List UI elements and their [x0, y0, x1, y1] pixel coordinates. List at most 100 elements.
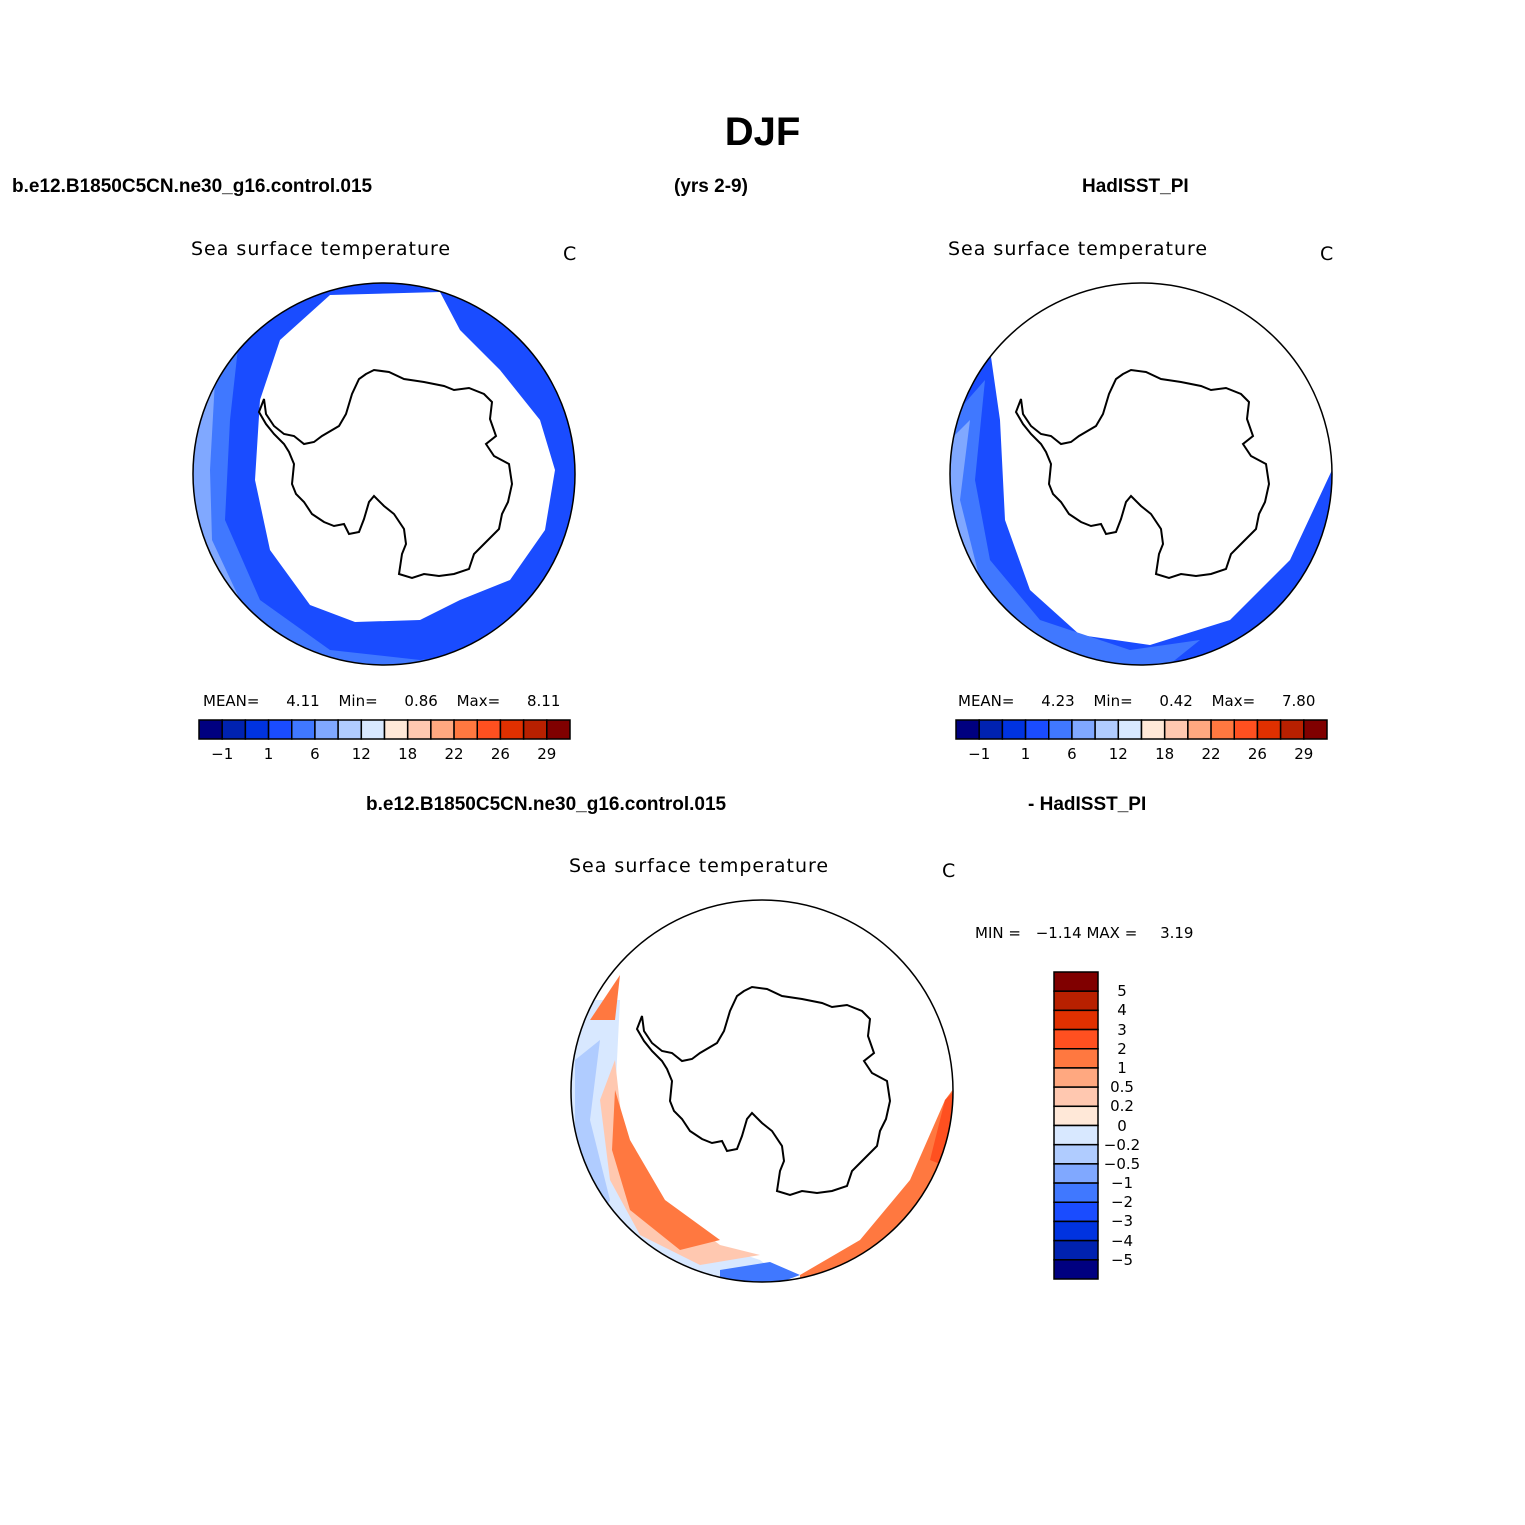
map-border	[192, 282, 576, 666]
colorbar-tick-label: 18	[398, 745, 418, 763]
colorbar-tick-label: 18	[1155, 745, 1175, 763]
colorbar-box	[1303, 719, 1328, 740]
colorbar-box	[430, 719, 455, 740]
colorbar-box	[1053, 1220, 1099, 1242]
panel3-title: Sea surface temperature	[569, 855, 830, 877]
colorbar-box	[1233, 719, 1259, 740]
panel2-colorbar	[955, 719, 1328, 740]
colorbar-box	[198, 719, 223, 740]
colorbar-tick-label: 26	[1247, 745, 1267, 763]
colorbar-box	[1210, 719, 1235, 740]
colorbar-box	[955, 719, 980, 740]
colorbar-box	[522, 719, 548, 740]
colorbar-box	[1053, 1201, 1099, 1223]
map-border	[570, 899, 954, 1283]
colorbar-tick-label: −1	[211, 745, 234, 763]
colorbar-box	[1053, 1086, 1099, 1108]
colorbar-box	[1053, 971, 1099, 992]
colorbar-box	[1053, 1028, 1099, 1050]
panel2-title: Sea surface temperature	[948, 238, 1209, 260]
panel3-colorbar	[1053, 971, 1099, 1280]
colorbar-tick-label: 0.2	[1110, 1097, 1134, 1116]
sst-field-6-12	[950, 350, 1332, 665]
colorbar-box	[1053, 1163, 1099, 1184]
min-value: −1.14	[1035, 924, 1082, 942]
colorbar-tick-label: 2	[1117, 1039, 1127, 1058]
colorbar-box	[1053, 1105, 1099, 1127]
figure-title: DJF	[724, 110, 801, 154]
colorbar-tick-label: −5	[1110, 1250, 1134, 1269]
bottom-left-case: b.e12.B1850C5CN.ne30_g16.control.015	[366, 794, 727, 815]
colorbar-tick-label: 3	[1117, 1020, 1127, 1039]
panel1-title: Sea surface temperature	[191, 238, 452, 260]
colorbar-box	[1001, 719, 1027, 740]
colorbar-box	[1053, 1182, 1099, 1203]
colorbar-tick-label: 29	[537, 745, 557, 763]
mean-value: 4.23	[1041, 692, 1075, 710]
colorbar-tick-label: 29	[1294, 745, 1314, 763]
antarctica-coastline	[1015, 369, 1270, 579]
colorbar-box	[1163, 719, 1189, 740]
panel1-units: C	[563, 243, 577, 265]
colorbar-box	[1094, 719, 1120, 740]
diff-field-pos-1	[612, 1090, 720, 1250]
diff-field-pos-1-east	[800, 1080, 953, 1282]
diff-field-neg-0.5	[575, 1040, 610, 1220]
diff-field-neg-1	[720, 1262, 800, 1282]
colorbar-box	[1053, 1067, 1099, 1088]
panel1-map	[192, 282, 576, 666]
colorbar-box	[1256, 719, 1282, 740]
colorbar-tick-label: −1	[968, 745, 991, 763]
colorbar-tick-label: 12	[1108, 745, 1128, 763]
colorbar-box	[1053, 1259, 1099, 1280]
colorbar-tick-label: 1	[1117, 1058, 1127, 1077]
colorbar-box	[1140, 719, 1166, 740]
max-value: 7.80	[1281, 692, 1316, 710]
colorbar-box	[337, 719, 363, 740]
colorbar-tick-label: 12	[351, 745, 371, 763]
colorbar-box	[1048, 719, 1073, 740]
diff-field-pos-1-north	[590, 975, 620, 1020]
colorbar-tick-label: 0	[1117, 1116, 1127, 1135]
colorbar-tick-label: 5	[1117, 982, 1127, 1001]
colorbar-box	[360, 719, 386, 740]
max-label: MAX =	[1086, 924, 1138, 942]
top-years: (yrs 2-9)	[674, 176, 748, 197]
colorbar-tick-label: 1	[1020, 745, 1031, 763]
sea-ice-mask	[255, 292, 555, 622]
colorbar-box	[1187, 719, 1212, 740]
colorbar-box	[291, 719, 316, 740]
min-value: 0.42	[1159, 692, 1193, 710]
mean-value: 4.11	[286, 692, 320, 710]
max-value: 3.19	[1160, 924, 1194, 942]
colorbar-tick-label: 6	[310, 745, 320, 763]
colorbar-box	[1053, 990, 1099, 1012]
colorbar-tick-label: 26	[490, 745, 510, 763]
colorbar-tick-label: 6	[1067, 745, 1077, 763]
sst-field-12-18	[950, 380, 1200, 665]
colorbar-tick-label: 22	[444, 745, 464, 763]
colorbar-box	[221, 719, 247, 740]
colorbar-box	[1053, 1239, 1099, 1261]
colorbar-tick-label: −3	[1110, 1212, 1134, 1231]
colorbar-tick-label: 0.5	[1110, 1078, 1134, 1097]
panel3-units: C	[942, 860, 956, 882]
max-label: Max=	[1211, 692, 1256, 710]
diff-field-neg-small	[571, 1000, 800, 1282]
colorbar-box	[978, 719, 1004, 740]
min-value: 0.86	[404, 692, 438, 710]
colorbar-box	[1053, 1048, 1099, 1069]
colorbar-tick-label: 4	[1117, 1001, 1127, 1020]
panel2-stats: MEAN= 4.23 Min= 0.42 Max= 7.80	[958, 692, 1315, 710]
panel2-units: C	[1320, 243, 1334, 265]
mean-label: MEAN=	[203, 692, 260, 710]
colorbar-box	[1117, 719, 1143, 740]
colorbar-box	[1053, 1124, 1099, 1146]
mean-label: MEAN=	[958, 692, 1015, 710]
colorbar-tick-label: −0.2	[1103, 1135, 1141, 1154]
colorbar-box	[1053, 1009, 1099, 1031]
min-label: MIN =	[975, 924, 1021, 942]
colorbar-box	[453, 719, 478, 740]
colorbar-box	[383, 719, 409, 740]
